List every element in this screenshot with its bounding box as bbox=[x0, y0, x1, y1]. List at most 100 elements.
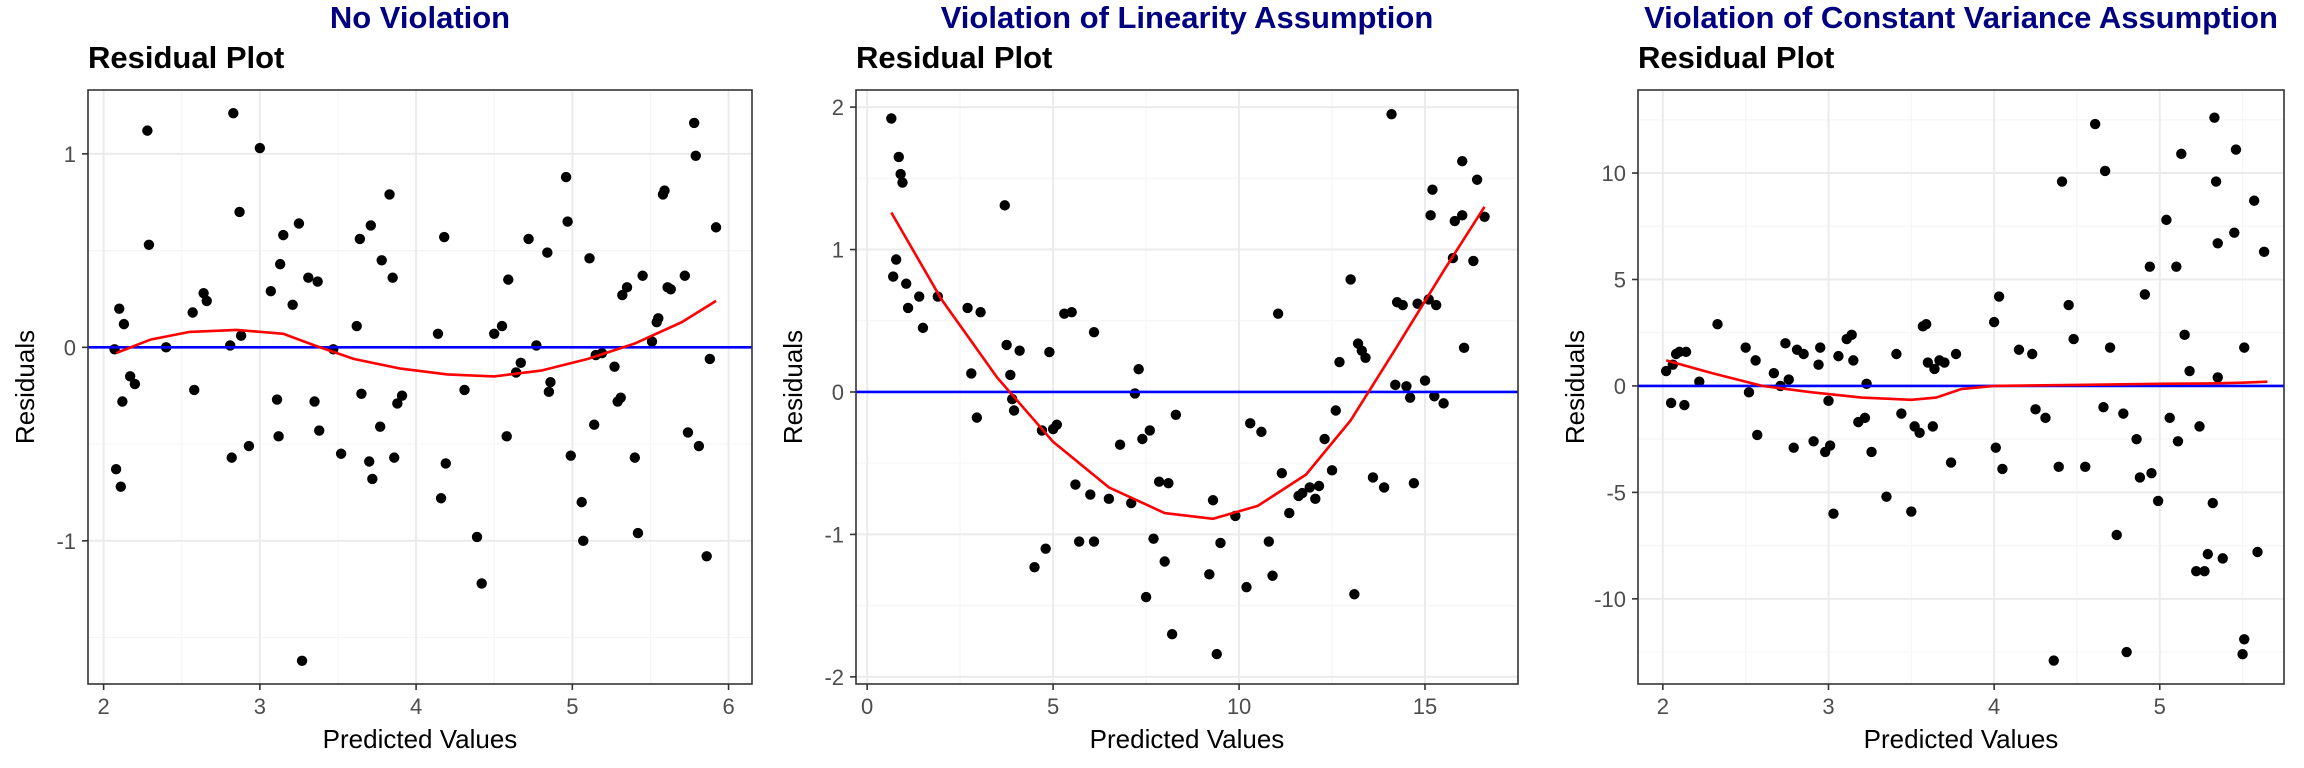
data-point-43 bbox=[1921, 318, 1932, 330]
data-point-58 bbox=[1267, 570, 1278, 581]
data-point-37 bbox=[351, 320, 362, 332]
data-point-89 bbox=[659, 185, 670, 196]
data-point-54 bbox=[1241, 581, 1252, 593]
data-point-33 bbox=[312, 276, 323, 287]
data-point-35 bbox=[1103, 493, 1115, 505]
y-tick-label: 0 bbox=[64, 335, 76, 360]
data-point-28 bbox=[287, 299, 298, 310]
data-point-87 bbox=[2199, 565, 2210, 577]
data-point-29 bbox=[293, 218, 305, 229]
x-axis-title: Predicted Values bbox=[1090, 724, 1285, 754]
data-point-102 bbox=[2258, 246, 2270, 258]
y-tick-label: 1 bbox=[64, 142, 76, 167]
data-point-78 bbox=[2161, 214, 2172, 226]
x-tick-label: 2 bbox=[1657, 694, 1669, 719]
data-point-95 bbox=[1457, 156, 1468, 167]
data-point-66 bbox=[543, 386, 555, 398]
data-point-91 bbox=[1430, 299, 1442, 311]
data-point-13 bbox=[1752, 429, 1763, 441]
data-point-16 bbox=[1780, 338, 1791, 349]
data-point-52 bbox=[439, 231, 450, 243]
data-point-31 bbox=[1848, 355, 1859, 366]
data-point-37 bbox=[1126, 497, 1137, 509]
data-point-70 bbox=[2118, 408, 2129, 419]
data-point-53 bbox=[1993, 291, 2005, 302]
data-point-23 bbox=[1815, 342, 1826, 353]
data-point-76 bbox=[2146, 468, 2157, 479]
data-point-46 bbox=[1929, 363, 1940, 375]
panel-border bbox=[87, 89, 753, 685]
x-tick-label: 4 bbox=[1988, 694, 2000, 719]
data-point-85 bbox=[1412, 298, 1423, 309]
data-point-13 bbox=[966, 368, 977, 379]
data-point-96 bbox=[2230, 144, 2242, 155]
data-point-20 bbox=[1008, 405, 1020, 416]
data-point-68 bbox=[1326, 465, 1338, 476]
data-point-63 bbox=[2068, 333, 2079, 345]
y-tick-label: 0 bbox=[832, 380, 844, 405]
data-point-5 bbox=[117, 396, 128, 407]
data-point-39 bbox=[356, 388, 367, 399]
data-point-54 bbox=[459, 384, 470, 396]
data-point-67 bbox=[545, 376, 556, 388]
y-axis-title: Residuals bbox=[10, 330, 40, 444]
data-point-82 bbox=[1401, 381, 1412, 392]
data-point-92 bbox=[2212, 238, 2223, 249]
data-point-59 bbox=[2048, 655, 2059, 666]
data-point-98 bbox=[704, 353, 716, 365]
data-point-3 bbox=[890, 254, 902, 265]
data-point-72 bbox=[578, 535, 589, 547]
data-point-45 bbox=[1927, 421, 1939, 432]
data-point-6 bbox=[897, 177, 908, 188]
data-point-81 bbox=[2172, 436, 2184, 447]
data-point-31 bbox=[303, 272, 314, 283]
data-point-48 bbox=[392, 398, 403, 409]
x-tick-label: 2 bbox=[97, 694, 109, 719]
data-point-100 bbox=[1479, 211, 1490, 222]
data-point-84 bbox=[637, 270, 648, 281]
data-point-92 bbox=[679, 270, 691, 281]
data-point-38 bbox=[354, 233, 366, 245]
x-tick-label: 5 bbox=[1047, 694, 1059, 719]
data-point-43 bbox=[1148, 533, 1159, 544]
data-point-65 bbox=[542, 247, 553, 258]
data-point-91 bbox=[2210, 176, 2222, 187]
data-point-55 bbox=[471, 531, 483, 543]
data-point-84 bbox=[2184, 365, 2195, 377]
data-point-16 bbox=[224, 340, 236, 351]
data-point-93 bbox=[2212, 372, 2223, 383]
data-point-56 bbox=[476, 578, 487, 589]
y-tick-label: 0 bbox=[1614, 374, 1626, 399]
data-point-37 bbox=[1891, 348, 1902, 360]
data-point-44 bbox=[1153, 476, 1165, 487]
data-point-9 bbox=[914, 291, 925, 302]
data-point-96 bbox=[1457, 210, 1468, 221]
data-point-47 bbox=[389, 452, 400, 463]
data-point-18 bbox=[228, 108, 239, 119]
x-axis-title: Predicted Values bbox=[1864, 724, 2059, 754]
data-point-40 bbox=[364, 456, 375, 467]
x-tick-label: 4 bbox=[410, 694, 422, 719]
data-point-63 bbox=[523, 233, 534, 245]
x-axis-title: Predicted Values bbox=[323, 724, 518, 754]
data-point-36 bbox=[1114, 439, 1126, 450]
data-point-64 bbox=[531, 340, 542, 351]
data-point-77 bbox=[2152, 495, 2164, 507]
data-point-5 bbox=[895, 168, 906, 180]
data-point-34 bbox=[1861, 378, 1872, 390]
smooth-line bbox=[1665, 359, 2268, 402]
data-point-40 bbox=[1137, 433, 1148, 445]
plot-title: Residual Plot bbox=[856, 40, 1052, 75]
data-point-51 bbox=[1211, 648, 1222, 660]
data-point-60 bbox=[1276, 467, 1288, 479]
data-point-32 bbox=[309, 396, 320, 407]
data-point-89 bbox=[1427, 184, 1438, 195]
data-point-88 bbox=[2202, 548, 2214, 560]
panel-border bbox=[855, 89, 1519, 685]
data-point-81 bbox=[621, 282, 633, 293]
chart-panel-2: 0 5 10 15 -2 -1 0 1 2 Violation of Linearity Assu… bbox=[778, 0, 1519, 754]
data-point-99 bbox=[1471, 174, 1483, 185]
y-tick-label: -10 bbox=[1594, 587, 1626, 612]
data-point-13 bbox=[189, 384, 200, 396]
